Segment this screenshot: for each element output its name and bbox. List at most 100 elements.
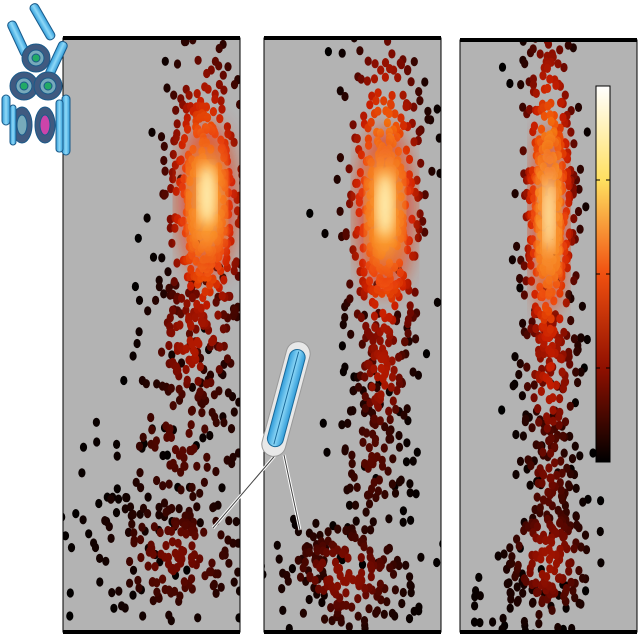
dot [215, 61, 223, 71]
dot [471, 592, 479, 602]
dot [514, 560, 522, 571]
dot [144, 492, 152, 502]
dot [63, 512, 66, 522]
dot [193, 336, 201, 347]
dot [532, 578, 540, 588]
dot [305, 594, 313, 605]
dot [212, 588, 220, 599]
dot [385, 514, 393, 524]
dot [196, 518, 204, 528]
dot [388, 608, 396, 619]
dot [273, 540, 281, 550]
dot [379, 0, 386, 2]
dot [546, 74, 554, 84]
dot [551, 458, 559, 468]
dot [167, 526, 176, 536]
dot [324, 47, 332, 57]
dot [522, 576, 530, 587]
dot [135, 441, 144, 451]
dot [527, 276, 536, 286]
dot [380, 96, 388, 106]
dot [411, 287, 419, 297]
dot [433, 557, 441, 568]
dot [353, 482, 361, 492]
dot [515, 541, 523, 551]
dot [183, 124, 192, 134]
dot [177, 485, 185, 495]
dot [115, 586, 123, 596]
dot [419, 216, 427, 226]
dot [370, 364, 378, 374]
dot [128, 519, 136, 529]
dot [319, 418, 327, 428]
dot [540, 111, 549, 121]
dot [396, 58, 404, 68]
dot [405, 614, 414, 624]
dot [334, 524, 342, 534]
dot [324, 527, 332, 537]
dot [561, 26, 568, 35]
dot [252, 362, 259, 371]
dot [341, 362, 349, 372]
dot [383, 545, 391, 555]
dot [582, 586, 590, 596]
dot [360, 616, 369, 626]
dot [183, 565, 191, 575]
dot [554, 336, 562, 346]
dot [391, 488, 400, 498]
dot [374, 486, 382, 496]
dot [341, 444, 349, 454]
dot [235, 397, 240, 407]
dot [143, 213, 151, 223]
dot [556, 123, 564, 133]
dot [546, 564, 554, 574]
dot [371, 437, 379, 448]
dot [570, 139, 578, 149]
dot [208, 558, 216, 568]
dot [351, 500, 360, 510]
dot [348, 602, 356, 612]
dot [581, 530, 590, 540]
dot [152, 295, 160, 305]
dot [168, 350, 176, 360]
dot [470, 617, 479, 627]
dot [399, 587, 407, 598]
dot [133, 338, 141, 349]
dot [386, 414, 394, 425]
dot [519, 318, 527, 328]
dot [230, 407, 238, 417]
dot [185, 428, 193, 438]
dot [522, 0, 529, 7]
dot [164, 552, 173, 563]
dot [163, 83, 171, 93]
dot [342, 525, 350, 536]
dot [532, 88, 540, 98]
dot [577, 333, 585, 343]
dot [582, 545, 591, 555]
dot [376, 579, 384, 589]
dot [538, 478, 546, 488]
dot [144, 561, 152, 571]
dot [217, 530, 225, 540]
dot [122, 492, 130, 503]
dot [572, 483, 580, 493]
dot [188, 382, 196, 392]
dot [162, 540, 170, 551]
dot [152, 436, 160, 446]
dot [215, 43, 223, 54]
dot [535, 349, 543, 359]
dot [203, 300, 211, 310]
dot [209, 107, 217, 117]
panel-frames [62, 37, 638, 633]
dot [571, 593, 579, 603]
dot [129, 351, 137, 361]
dot [537, 0, 544, 9]
dot [566, 359, 574, 369]
dot [512, 429, 520, 440]
dot [356, 46, 364, 56]
dot [173, 59, 182, 69]
dot [165, 610, 173, 620]
dot [529, 80, 538, 90]
dot [216, 114, 224, 124]
dot [515, 369, 523, 380]
